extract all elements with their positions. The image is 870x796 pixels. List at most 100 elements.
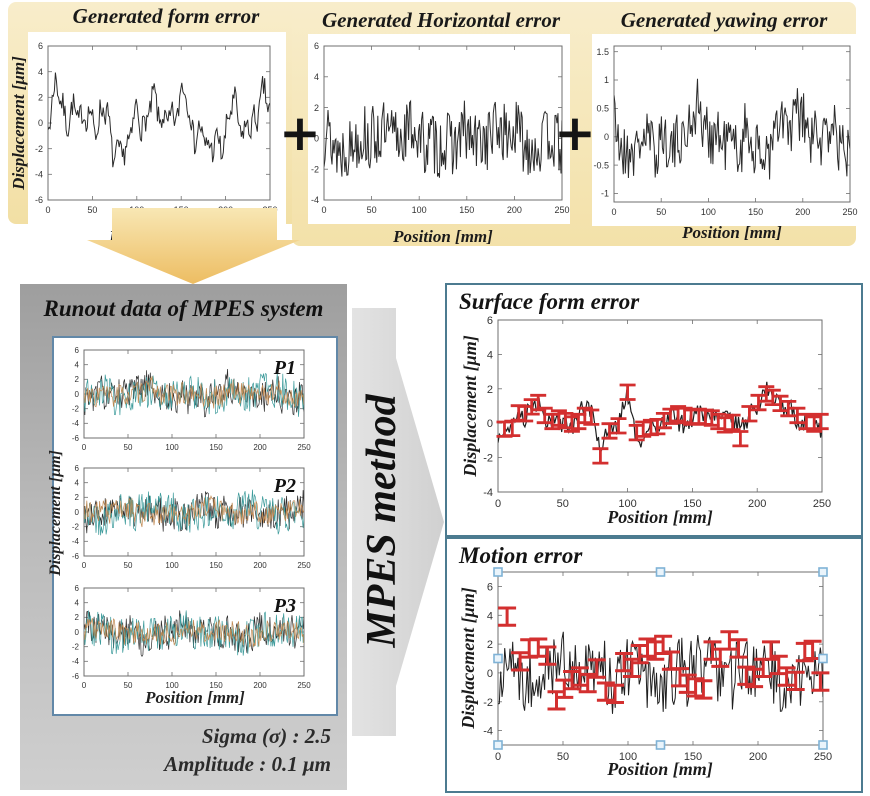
amplitude-text: Amplitude : 0.1 μm	[164, 752, 331, 776]
series-probe1-tan	[84, 376, 304, 409]
y-tick-label: -6	[72, 552, 80, 561]
y-tick-label: 0	[487, 418, 493, 430]
selection-handle[interactable]	[818, 740, 828, 750]
y-tick-label: -1	[601, 189, 609, 199]
x-tick-label: 50	[87, 205, 97, 215]
y-tick-label: 1.5	[596, 47, 609, 57]
y-tick-label: 6	[487, 315, 493, 327]
axis-tick-labels: 0 50 100 150 200 250 -6 -4 -2 0 2 4 6	[72, 464, 311, 570]
y-tick-label: -6	[72, 672, 80, 681]
series-group	[324, 99, 562, 178]
y-tick-label: 0	[38, 118, 43, 128]
motion-error-box: Motion error 0 50 100 150 200 250 -4 -2 0 2 4 6 Posi…	[445, 537, 863, 793]
selection-handle[interactable]	[818, 653, 828, 664]
y-tick-label: -2	[72, 643, 80, 652]
selection-handle[interactable]	[655, 740, 666, 750]
y-tick-label: 6	[314, 41, 319, 51]
x-tick-label: 50	[124, 561, 133, 570]
x-tick-label: 0	[82, 681, 87, 690]
axis-ticks	[47, 45, 271, 201]
sigma-text: Sigma (σ) : 2.5	[201, 724, 331, 748]
y-tick-label: -4	[72, 537, 80, 546]
xlabel-surface: Position [mm]	[606, 507, 713, 527]
chart-surface-svg: 0 50 100 150 200 250 -4 -2 0 2 4 6 Position [mm] Disp…	[460, 315, 831, 527]
mpes-arrow-shape	[352, 308, 444, 736]
xlabel-horiz: Position [mm]	[392, 227, 493, 246]
x-tick-label: 150	[748, 207, 763, 217]
y-tick-label: -4	[72, 419, 80, 428]
x-tick-label: 100	[618, 498, 636, 510]
selection-handle[interactable]	[818, 567, 828, 577]
mpes-method-label: MPES method	[359, 394, 405, 648]
axis-tick-labels: 0 50 100 150 200 250 -1 -0.5 0 0.5 1 1.5	[593, 47, 857, 217]
x-tick-label: 100	[701, 207, 716, 217]
y-tick-label: -2	[311, 164, 319, 174]
selection-handle[interactable]	[493, 653, 503, 664]
y-tick-label: 6	[75, 346, 80, 355]
series-probe2-tan	[84, 494, 304, 528]
y-tick-label: -2	[35, 144, 43, 154]
axis-tick-labels: 0 50 100 150 200 250 -4 -2 0 2 4 6	[483, 315, 831, 510]
x-tick-label: 250	[554, 205, 569, 215]
y-tick-label: -4	[311, 195, 319, 205]
selection-handle[interactable]	[655, 567, 666, 577]
title-generated-form-error: Generated form error	[72, 4, 260, 28]
x-tick-label: 200	[749, 751, 767, 763]
x-tick-label: 0	[82, 561, 87, 570]
selection-handle[interactable]	[493, 567, 503, 577]
chart-motion-svg: 0 50 100 150 200 250 -4 -2 0 2 4 6 Position [mm] Disp…	[458, 567, 832, 779]
y-tick-label: 0	[487, 668, 493, 680]
axis-ticks	[497, 572, 824, 745]
y-tick-label: 6	[487, 581, 493, 593]
chart-yaw-svg: 0 50 100 150 200 250 -1 -0.5 0 0.5 1 1.5 Position [m…	[592, 34, 858, 242]
y-tick-label: -4	[483, 726, 493, 738]
y-tick-label: 6	[75, 464, 80, 473]
xlabel-motion: Position [mm]	[606, 759, 713, 779]
selection-handle[interactable]	[493, 740, 503, 750]
y-tick-label: 0	[314, 134, 319, 144]
y-tick-label: 2	[487, 384, 493, 396]
runout-ylabel: Displacement [μm]	[47, 450, 64, 576]
y-tick-label: 4	[75, 599, 80, 608]
chart-runout-p3: 0 50 100 150 200 250 -6 -4 -2 0 2 4 6 P3	[64, 580, 326, 694]
y-tick-label: 1	[604, 75, 609, 85]
axes-frame	[323, 45, 563, 201]
axis-ticks	[83, 587, 305, 677]
x-tick-label: 50	[124, 443, 133, 452]
y-tick-label: -2	[483, 697, 493, 709]
x-tick-label: 0	[82, 443, 87, 452]
title-generated-horizontal-error: Generated Horizontal error	[321, 8, 561, 32]
chart-motion-error: 0 50 100 150 200 250 -4 -2 0 2 4 6 Position [mm] Disp…	[447, 539, 861, 791]
runout-inner-box: Displacement [μm] 0 50 100 150 200 250 -6 -4 -2 0…	[47, 336, 338, 716]
x-tick-label: 50	[557, 498, 569, 510]
surface-form-error-title: Surface form error	[459, 289, 640, 314]
y-tick-label: 4	[75, 361, 80, 370]
x-tick-label: 50	[656, 207, 666, 217]
x-tick-label: 50	[557, 751, 569, 763]
y-tick-label: 0.5	[596, 104, 609, 114]
x-tick-label: 250	[297, 561, 311, 570]
y-tick-label: 0	[604, 132, 609, 142]
series-group	[614, 78, 850, 180]
y-tick-label: 2	[75, 493, 80, 502]
x-tick-label: 150	[684, 751, 702, 763]
series-group	[84, 489, 304, 536]
chart-p1-svg: 0 50 100 150 200 250 -6 -4 -2 0 2 4 6 P1	[72, 346, 311, 452]
x-tick-label: 0	[495, 751, 501, 763]
plus-sign-1: +	[279, 104, 321, 162]
x-tick-label: 200	[253, 443, 267, 452]
errorbars	[498, 606, 830, 711]
y-tick-label: -2	[72, 405, 80, 414]
errorbars	[496, 383, 829, 465]
x-tick-label: 150	[683, 498, 701, 510]
ylabel-form: Displacement [μm]	[9, 56, 28, 191]
y-tick-label: 0	[75, 508, 80, 517]
y-tick-label: -4	[72, 657, 80, 666]
chart-surface-form-error: 0 50 100 150 200 250 -4 -2 0 2 4 6 Position [mm] Disp…	[447, 285, 861, 535]
axes-frame	[613, 45, 851, 203]
corner-label-p1: P1	[273, 357, 296, 379]
series-group	[84, 610, 304, 657]
corner-label-p2: P2	[273, 475, 296, 497]
